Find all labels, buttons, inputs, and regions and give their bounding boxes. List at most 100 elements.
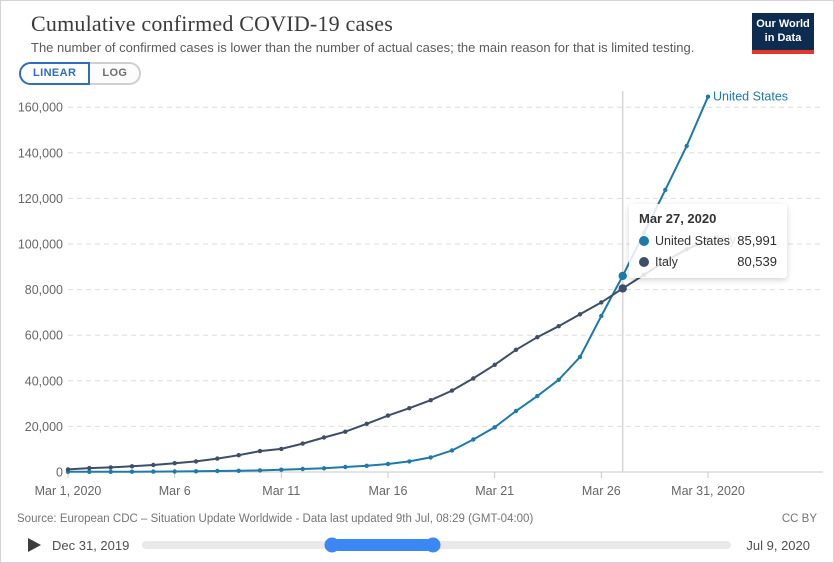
log-scale-button[interactable]: LOG xyxy=(90,62,142,86)
timeline-end-date: Jul 9, 2020 xyxy=(746,537,810,553)
tooltip-series-name: United States xyxy=(655,233,731,248)
y-tick-label: 100,000 xyxy=(18,238,63,252)
tooltip-row-italy: Italy 80,539 xyxy=(639,254,777,269)
x-tick-label: Mar 1, 2020 xyxy=(35,484,102,498)
data-point-italy xyxy=(321,435,327,440)
data-point-united-states xyxy=(620,273,625,279)
data-point-united-states xyxy=(279,467,284,472)
data-point-italy xyxy=(215,456,220,461)
data-point-united-states xyxy=(343,464,348,470)
data-point-italy xyxy=(279,446,284,452)
data-point-united-states xyxy=(129,469,135,474)
y-tick-label: 60,000 xyxy=(25,329,63,343)
linear-scale-button[interactable]: LINEAR xyxy=(19,62,91,86)
data-point-united-states xyxy=(471,437,476,442)
scale-toggle: LINEAR LOG xyxy=(19,62,142,86)
tooltip-series-name: Italy xyxy=(655,254,678,269)
data-point-united-states xyxy=(663,187,668,193)
play-icon[interactable] xyxy=(28,538,41,552)
data-point-united-states xyxy=(492,425,497,430)
x-tick-label: Mar 11 xyxy=(262,484,300,498)
data-point-italy xyxy=(364,421,369,426)
data-point-united-states xyxy=(407,459,412,464)
data-point-italy xyxy=(471,376,476,381)
data-point-italy xyxy=(236,453,241,458)
x-tick-label: Mar 6 xyxy=(159,484,191,498)
data-point-italy xyxy=(108,465,113,470)
highlighted-point-united-states xyxy=(618,271,627,281)
data-point-italy xyxy=(193,459,199,464)
data-point-united-states xyxy=(449,448,455,453)
data-point-italy xyxy=(556,324,561,329)
data-point-united-states xyxy=(172,469,177,474)
timeline-end-handle[interactable] xyxy=(425,537,441,553)
data-point-united-states xyxy=(599,313,604,319)
y-tick-label: 0 xyxy=(56,466,63,480)
data-point-united-states xyxy=(705,94,711,99)
tooltip-row-united-states: United States 85,991 xyxy=(639,233,777,248)
data-point-united-states xyxy=(385,461,391,467)
owid-logo-line2: in Data xyxy=(764,32,802,45)
data-point-italy xyxy=(599,300,604,305)
y-tick-label: 80,000 xyxy=(25,283,63,297)
data-point-italy xyxy=(65,467,71,472)
y-tick-label: 120,000 xyxy=(18,192,63,206)
timeline-selected-range[interactable] xyxy=(332,539,433,551)
timeline-track[interactable] xyxy=(142,537,732,553)
data-point-united-states xyxy=(556,377,561,382)
data-point-united-states xyxy=(513,408,519,414)
x-tick-label: Mar 31, 2020 xyxy=(671,484,745,498)
tooltip: Mar 27, 2020 United States 85,991 Italy … xyxy=(629,204,787,278)
y-tick-label: 20,000 xyxy=(25,420,63,434)
owid-logo[interactable]: Our World in Data xyxy=(752,13,814,54)
y-tick-label: 140,000 xyxy=(18,146,63,160)
data-point-italy xyxy=(577,312,583,317)
tooltip-series-value: 80,539 xyxy=(737,254,777,269)
data-point-united-states xyxy=(87,469,92,474)
data-point-united-states xyxy=(151,469,156,474)
data-point-italy xyxy=(151,462,156,468)
data-point-united-states xyxy=(65,469,71,474)
x-tick-label: Mar 26 xyxy=(582,484,621,498)
data-point-united-states xyxy=(300,466,305,472)
data-point-italy xyxy=(535,335,540,340)
chart-subtitle: The number of confirmed cases is lower t… xyxy=(31,40,695,55)
data-point-united-states xyxy=(428,455,433,460)
data-point-italy xyxy=(449,388,455,393)
data-point-italy xyxy=(300,441,305,446)
x-tick-label: Mar 21 xyxy=(475,484,514,498)
data-point-united-states xyxy=(193,469,199,474)
data-point-united-states xyxy=(684,143,689,149)
timeline-start-handle[interactable] xyxy=(324,537,340,553)
y-tick-label: 40,000 xyxy=(25,374,63,388)
data-point-italy xyxy=(620,286,625,291)
highlighted-point-italy xyxy=(618,284,627,293)
data-point-united-states xyxy=(321,466,327,471)
series-end-label-united-states[interactable]: United States xyxy=(713,90,788,104)
series-line-italy xyxy=(67,239,709,471)
data-point-italy xyxy=(343,429,348,434)
data-point-united-states xyxy=(108,469,113,474)
tooltip-date: Mar 27, 2020 xyxy=(639,211,717,226)
data-point-italy xyxy=(87,465,92,471)
source-note: Source: European CDC – Situation Update … xyxy=(17,513,534,525)
y-tick-label: 160,000 xyxy=(18,101,63,115)
license-cc-by[interactable]: CC BY xyxy=(781,513,817,525)
tooltip-series-dot-italy xyxy=(639,256,649,267)
data-point-italy xyxy=(129,464,135,469)
data-point-italy xyxy=(513,347,519,352)
data-point-united-states xyxy=(577,354,583,360)
data-point-italy xyxy=(257,448,263,454)
x-tick-label: Mar 16 xyxy=(369,484,408,498)
data-point-italy xyxy=(428,398,433,403)
data-point-italy xyxy=(385,413,391,418)
data-point-united-states xyxy=(215,468,220,474)
tooltip-series-dot-united-states xyxy=(639,235,649,246)
data-point-united-states xyxy=(364,463,369,468)
owid-logo-line1: Our World xyxy=(756,18,810,30)
tooltip-series-value: 85,991 xyxy=(737,233,777,248)
timeline-start-date: Dec 31, 2019 xyxy=(52,537,130,553)
data-point-united-states xyxy=(535,393,540,399)
